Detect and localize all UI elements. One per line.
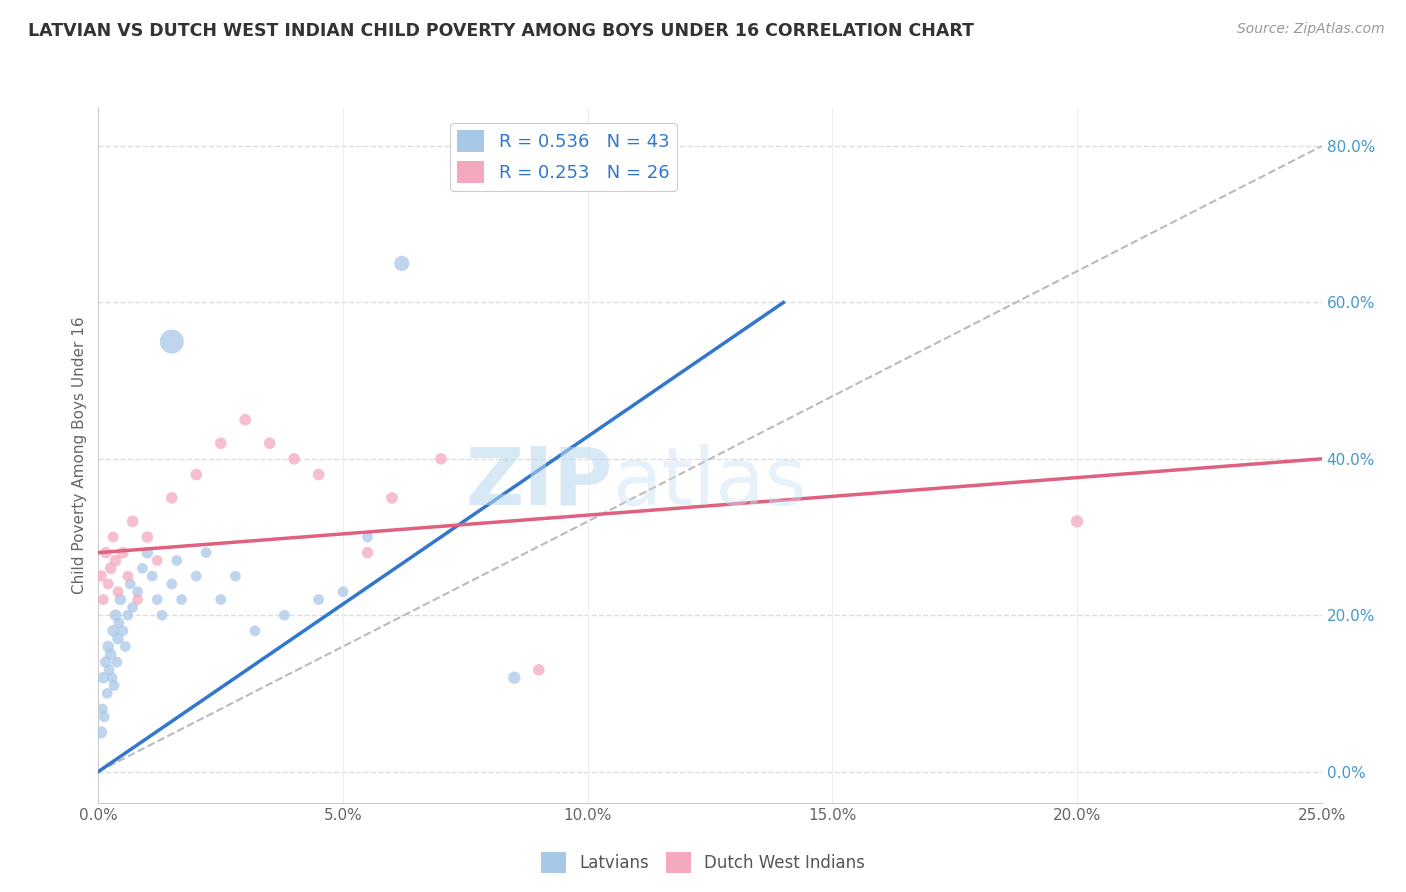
Point bbox=[170, 592, 193, 607]
Point bbox=[391, 256, 413, 270]
Point bbox=[94, 655, 117, 669]
Point bbox=[111, 624, 134, 638]
Point bbox=[160, 491, 183, 505]
Point bbox=[101, 671, 124, 685]
Text: ZIP: ZIP bbox=[465, 443, 612, 522]
Point bbox=[209, 592, 232, 607]
Point bbox=[332, 584, 354, 599]
Legend: R = 0.536   N = 43, R = 0.253   N = 26: R = 0.536 N = 43, R = 0.253 N = 26 bbox=[450, 123, 676, 191]
Point bbox=[127, 592, 149, 607]
Point bbox=[430, 451, 453, 466]
Point bbox=[356, 546, 378, 560]
Point bbox=[111, 546, 134, 560]
Point bbox=[90, 725, 112, 739]
Point bbox=[160, 334, 183, 349]
Y-axis label: Child Poverty Among Boys Under 16: Child Poverty Among Boys Under 16 bbox=[72, 316, 87, 594]
Point bbox=[121, 600, 143, 615]
Point bbox=[104, 553, 127, 567]
Point bbox=[91, 592, 114, 607]
Point bbox=[100, 561, 122, 575]
Point bbox=[117, 569, 139, 583]
Point bbox=[150, 608, 173, 623]
Point bbox=[209, 436, 232, 450]
Point bbox=[107, 584, 129, 599]
Point bbox=[131, 561, 153, 575]
Text: Source: ZipAtlas.com: Source: ZipAtlas.com bbox=[1237, 22, 1385, 37]
Point bbox=[146, 553, 169, 567]
Point bbox=[91, 702, 114, 716]
Legend: Latvians, Dutch West Indians: Latvians, Dutch West Indians bbox=[534, 846, 872, 880]
Point bbox=[94, 546, 117, 560]
Point bbox=[166, 553, 188, 567]
Point bbox=[105, 655, 128, 669]
Point bbox=[224, 569, 246, 583]
Point bbox=[117, 608, 139, 623]
Point bbox=[308, 467, 330, 482]
Point bbox=[97, 577, 120, 591]
Text: atlas: atlas bbox=[612, 443, 807, 522]
Point bbox=[527, 663, 550, 677]
Point bbox=[108, 615, 131, 630]
Point bbox=[233, 413, 256, 427]
Point bbox=[243, 624, 266, 638]
Point bbox=[283, 451, 305, 466]
Point bbox=[186, 569, 208, 583]
Point bbox=[381, 491, 404, 505]
Point bbox=[259, 436, 281, 450]
Point bbox=[1066, 514, 1088, 528]
Point bbox=[90, 569, 112, 583]
Point bbox=[120, 577, 142, 591]
Point bbox=[100, 647, 122, 661]
Point bbox=[136, 530, 159, 544]
Point bbox=[101, 624, 124, 638]
Point bbox=[195, 546, 218, 560]
Point bbox=[114, 640, 136, 654]
Point bbox=[107, 632, 129, 646]
Point bbox=[101, 530, 124, 544]
Point bbox=[121, 514, 143, 528]
Point bbox=[356, 530, 378, 544]
Point bbox=[93, 710, 115, 724]
Point bbox=[110, 592, 132, 607]
Point bbox=[503, 671, 526, 685]
Point bbox=[160, 577, 183, 591]
Point bbox=[186, 467, 208, 482]
Point bbox=[103, 679, 125, 693]
Point bbox=[136, 546, 159, 560]
Point bbox=[127, 584, 149, 599]
Point bbox=[273, 608, 295, 623]
Point bbox=[97, 640, 120, 654]
Point bbox=[308, 592, 330, 607]
Point bbox=[104, 608, 127, 623]
Text: LATVIAN VS DUTCH WEST INDIAN CHILD POVERTY AMONG BOYS UNDER 16 CORRELATION CHART: LATVIAN VS DUTCH WEST INDIAN CHILD POVER… bbox=[28, 22, 974, 40]
Point bbox=[91, 671, 114, 685]
Point bbox=[141, 569, 163, 583]
Point bbox=[96, 686, 118, 700]
Point bbox=[146, 592, 169, 607]
Point bbox=[98, 663, 121, 677]
